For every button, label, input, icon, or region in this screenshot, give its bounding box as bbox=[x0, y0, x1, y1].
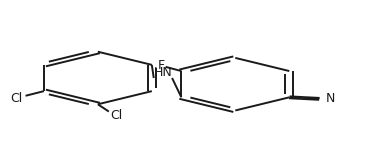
Text: HN: HN bbox=[153, 66, 172, 79]
Text: F: F bbox=[158, 59, 165, 72]
Text: Cl: Cl bbox=[10, 92, 22, 105]
Text: Cl: Cl bbox=[110, 109, 122, 122]
Text: N: N bbox=[326, 92, 335, 105]
